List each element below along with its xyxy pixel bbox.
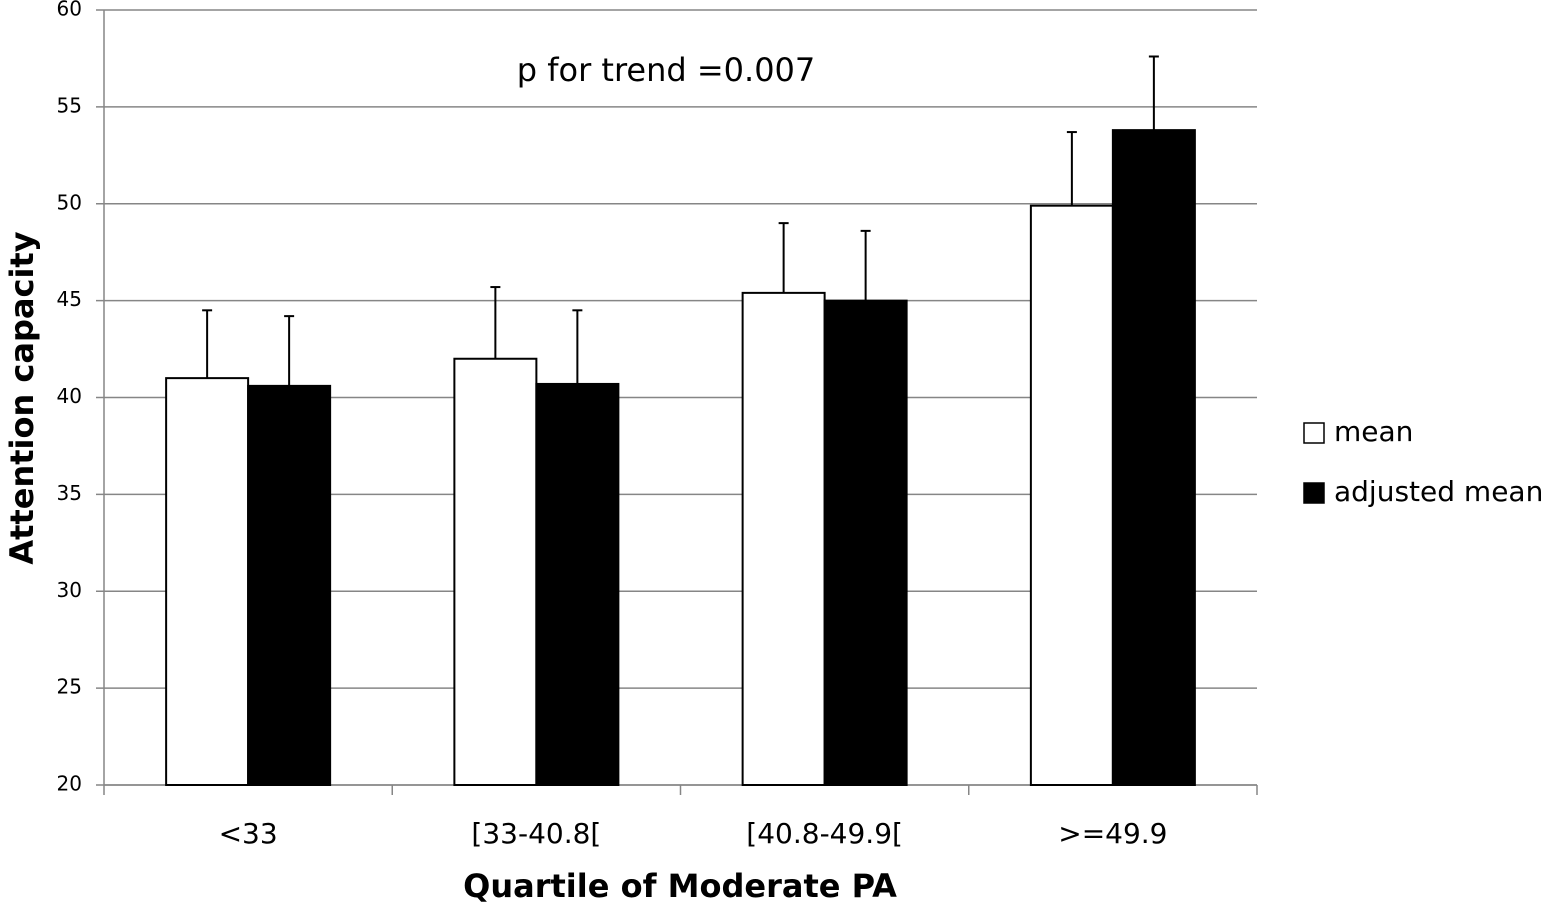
- error-bar: [860, 229, 871, 301]
- bar: [535, 382, 620, 786]
- bar: [165, 377, 250, 786]
- bar: [741, 291, 826, 786]
- bar: [247, 384, 332, 786]
- y-axis-title: Attention capacity: [3, 231, 41, 564]
- x-axis-title: Quartile of Moderate PA: [463, 867, 897, 905]
- y-tick-label: 40: [57, 384, 82, 408]
- legend-label: mean: [1334, 415, 1413, 448]
- x-tick-label: <33: [219, 817, 278, 850]
- y-tick-label: 25: [57, 675, 82, 699]
- bar: [453, 357, 538, 786]
- y-tick-label: 50: [57, 190, 82, 214]
- x-tick-label: [40.8-49.9[: [746, 817, 903, 850]
- error-bar: [490, 286, 501, 359]
- x-tick-label: >=49.9: [1058, 817, 1167, 850]
- bar: [823, 299, 908, 786]
- error-bar: [202, 309, 213, 379]
- annotation: p for trend =0.007: [517, 51, 816, 89]
- error-bar: [284, 315, 295, 386]
- legend-label: adjusted mean: [1334, 475, 1543, 508]
- y-tick-label: 45: [57, 287, 82, 311]
- y-tick-label: 20: [57, 772, 82, 796]
- legend-swatch: [1303, 482, 1325, 504]
- y-tick-label: 55: [57, 93, 82, 117]
- error-bar: [572, 309, 583, 384]
- y-tick-label: 30: [57, 578, 82, 602]
- y-tick-label: 35: [57, 481, 82, 505]
- legend-swatch: [1303, 422, 1325, 444]
- error-bar: [778, 222, 789, 293]
- y-tick-label: 60: [57, 0, 82, 21]
- x-tick-label: [33-40.8[: [471, 817, 601, 850]
- error-bar: [1148, 55, 1159, 131]
- bar: [1111, 129, 1196, 786]
- bar: [1029, 204, 1114, 786]
- error-bar: [1066, 131, 1077, 206]
